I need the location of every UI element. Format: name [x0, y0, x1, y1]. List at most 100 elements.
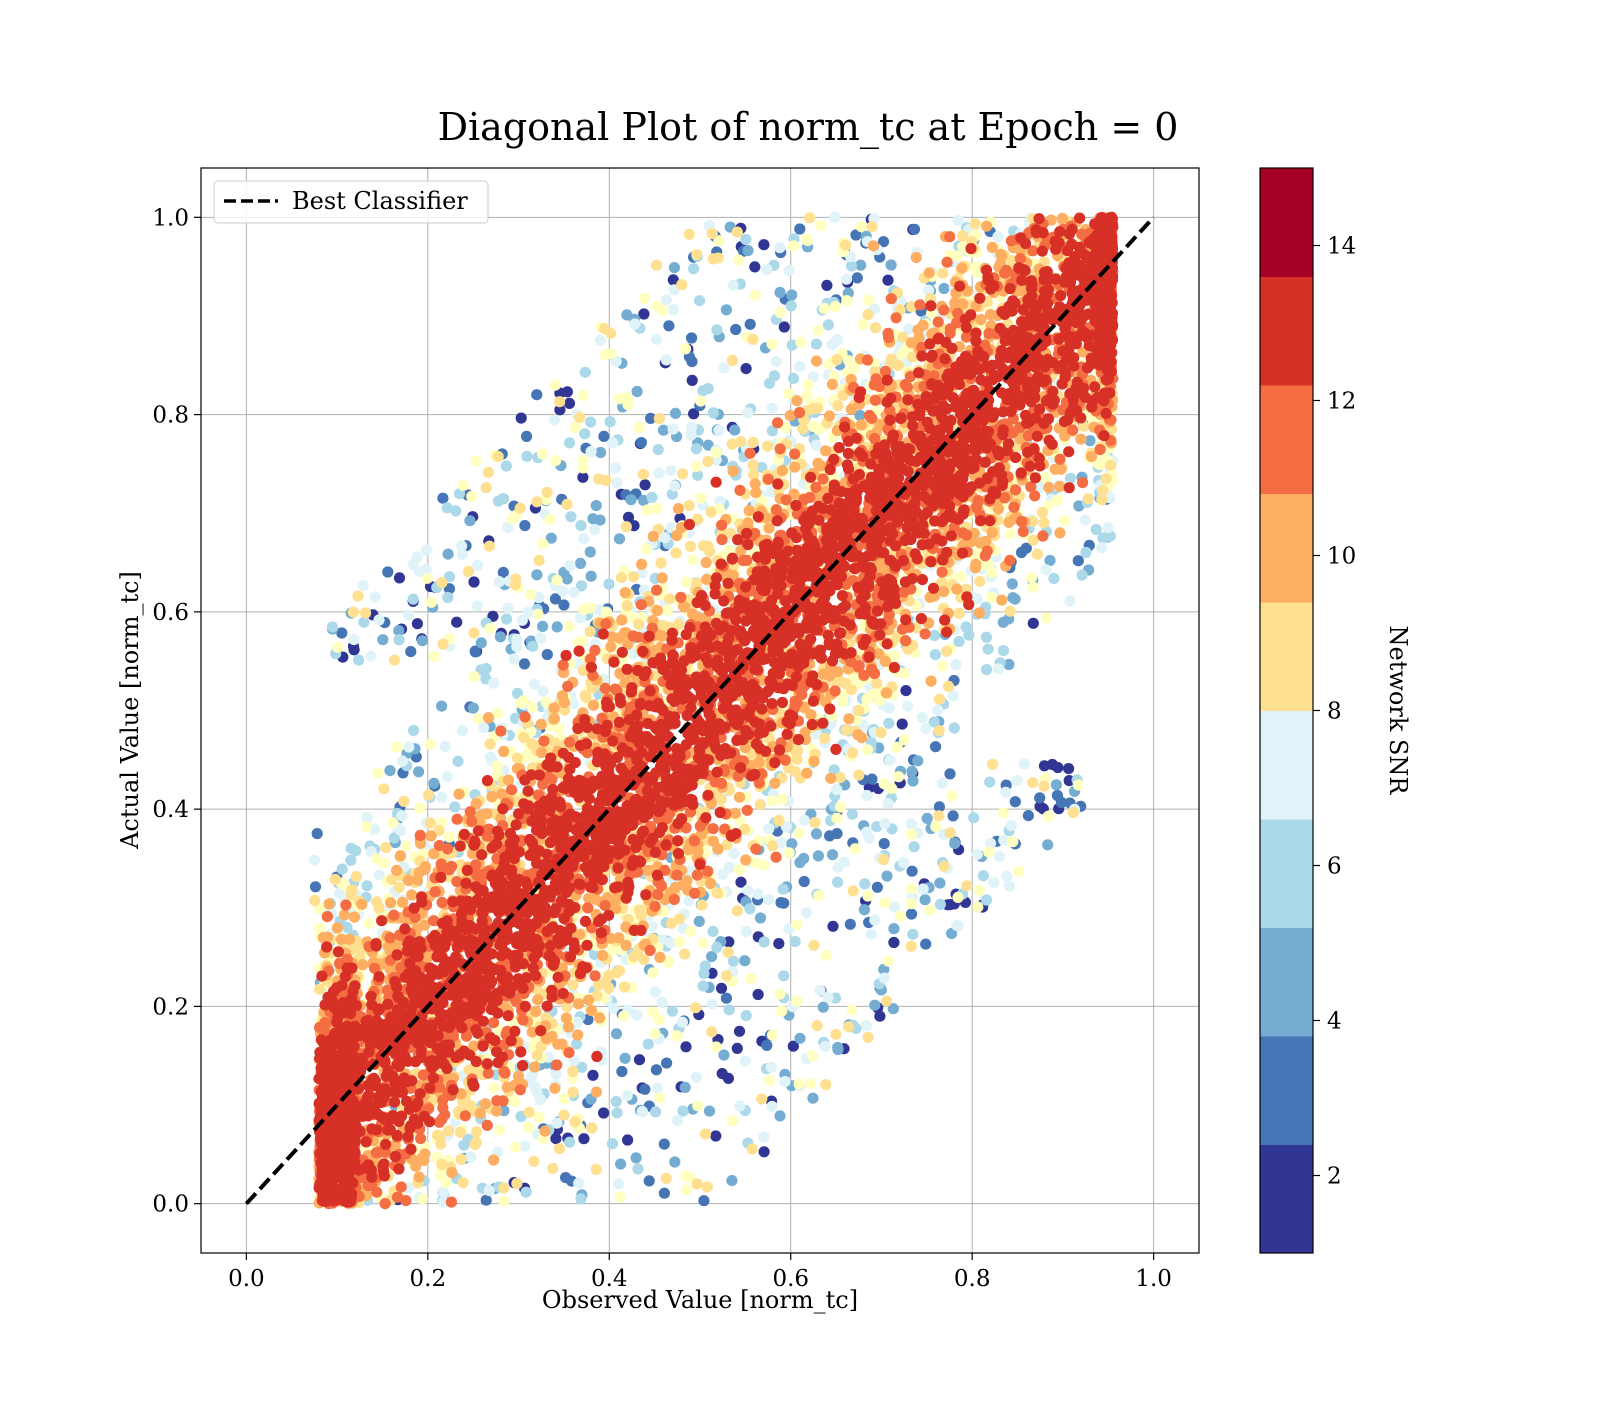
scatter-point — [888, 923, 899, 934]
scatter-point — [784, 265, 795, 276]
scatter-point — [682, 844, 693, 855]
scatter-point — [685, 926, 696, 937]
scatter-point — [732, 905, 743, 916]
scatter-point — [698, 980, 709, 991]
scatter-point — [728, 466, 739, 477]
scatter-point — [638, 954, 649, 965]
scatter-point — [1073, 555, 1084, 566]
scatter-point — [684, 500, 695, 511]
scatter-point — [993, 503, 1004, 514]
scatter-point — [632, 386, 643, 397]
scatter-point — [907, 866, 918, 877]
scatter-point — [674, 937, 685, 948]
scatter-point — [632, 1163, 643, 1174]
scatter-point — [1039, 781, 1050, 792]
scatter-point — [533, 1112, 544, 1123]
scatter-point — [613, 932, 624, 943]
scatter-point — [970, 559, 981, 570]
scatter-point — [981, 894, 992, 905]
scatter-point — [850, 843, 861, 854]
scatter-point — [578, 1133, 589, 1144]
scatter-point — [863, 1032, 874, 1043]
scatter-point — [650, 986, 661, 997]
scatter-point — [1023, 810, 1034, 821]
scatter-point — [397, 897, 408, 908]
scatter-point — [578, 462, 589, 473]
scatter-point — [867, 221, 878, 232]
scatter-point — [437, 493, 448, 504]
scatter-point — [811, 339, 822, 350]
scatter-point — [909, 841, 920, 852]
scatter-point — [859, 904, 870, 915]
scatter-point — [620, 587, 631, 598]
scatter-point — [530, 1081, 541, 1092]
scatter-point — [953, 636, 964, 647]
scatter-point — [437, 639, 448, 650]
scatter-point — [614, 393, 625, 404]
scatter-point — [669, 480, 680, 491]
scatter-point — [672, 1030, 683, 1041]
scatter-point — [786, 300, 797, 311]
scatter-point — [372, 767, 383, 778]
scatter-point — [741, 926, 752, 937]
scatter-point — [949, 297, 960, 308]
scatter-point — [662, 605, 673, 616]
scatter-point — [1028, 582, 1039, 593]
scatter-point — [831, 813, 842, 824]
scatter-point — [312, 828, 323, 839]
scatter-point — [1038, 517, 1049, 528]
scatter-point — [937, 567, 948, 578]
scatter-point — [506, 784, 517, 795]
scatter-point — [778, 970, 789, 981]
scatter-point — [570, 1116, 581, 1127]
scatter-point — [458, 480, 469, 491]
scatter-point — [636, 559, 647, 570]
scatter-point — [661, 354, 672, 365]
scatter-point — [661, 1173, 672, 1184]
scatter-point — [483, 467, 494, 478]
scatter-point — [487, 791, 498, 802]
scatter-point — [645, 945, 656, 956]
scatter-point — [536, 719, 547, 730]
scatter-point — [896, 349, 907, 360]
scatter-point — [930, 649, 941, 660]
scatter-point — [595, 447, 606, 458]
scatter-point — [1086, 451, 1097, 462]
scatter-point — [734, 1026, 745, 1037]
scatter-point — [766, 1062, 777, 1073]
scatter-point — [898, 857, 909, 868]
scatter-point — [527, 641, 538, 652]
scatter-point — [1028, 618, 1039, 629]
scatter-point — [1007, 578, 1018, 589]
scatter-point — [730, 324, 741, 335]
scatter-point — [586, 446, 597, 457]
scatter-point — [586, 1005, 597, 1016]
scatter-point — [882, 798, 893, 809]
scatter-point — [414, 867, 425, 878]
scatter-point — [939, 861, 950, 872]
scatter-point — [513, 1071, 524, 1082]
scatter-point — [657, 572, 668, 583]
scatter-point — [493, 451, 504, 462]
scatter-point — [1063, 763, 1074, 774]
scatter-point — [401, 840, 412, 851]
scatter-point — [695, 396, 706, 407]
scatter-point — [586, 571, 597, 582]
scatter-point — [406, 889, 417, 900]
scatter-point — [767, 795, 778, 806]
scatter-point — [972, 849, 983, 860]
scatter-point — [360, 607, 371, 618]
scatter-point — [403, 610, 414, 621]
scatter-point — [614, 533, 625, 544]
scatter-point — [998, 617, 1009, 628]
scatter-point — [519, 711, 530, 722]
scatter-point — [809, 817, 820, 828]
scatter-point — [747, 334, 758, 345]
scatter-point — [394, 572, 405, 583]
scatter-point — [1028, 535, 1039, 546]
scatter-point — [476, 637, 487, 648]
scatter-point — [607, 1138, 618, 1149]
scatter-point — [640, 479, 651, 490]
scatter-point — [456, 1154, 467, 1165]
scatter-point — [558, 599, 569, 610]
